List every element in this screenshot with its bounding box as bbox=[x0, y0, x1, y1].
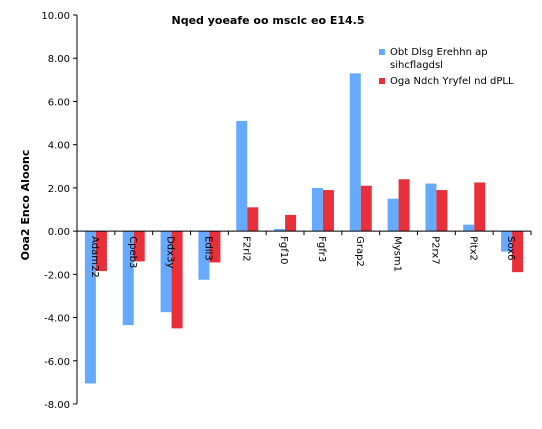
y-tick-label: 6.00 bbox=[48, 97, 70, 108]
y-tick-label: 10.00 bbox=[41, 11, 70, 22]
bar-cpeb3-series-1 bbox=[122, 231, 134, 326]
y-axis: 10.00 8.00 6.00 4.00 2.00 0.00 -2.00 -4.00 -6.00… bbox=[41, 11, 78, 411]
bar-edil3-series-1 bbox=[198, 231, 210, 280]
legend-swatch-series-2 bbox=[379, 78, 385, 84]
x-tick-label: Fgf10 bbox=[278, 236, 289, 264]
bar-grap2-series-1 bbox=[349, 73, 361, 232]
bar-ddx3y-series-2 bbox=[171, 231, 183, 329]
x-tick-label: F2rl2 bbox=[240, 236, 251, 261]
bar-edil3-series-2 bbox=[209, 231, 221, 263]
legend-label-series-1: Obt Dlsg Erehhn ap bbox=[390, 47, 488, 58]
bar-grap2-series-2 bbox=[360, 185, 372, 232]
x-tick-label: Fgfr3 bbox=[316, 236, 327, 262]
x-tick-label: Ddx3y bbox=[165, 236, 176, 268]
bar-f2rl2-series-1 bbox=[236, 120, 248, 232]
bar-adam22-series-2 bbox=[95, 231, 107, 272]
x-axis: Adam22 Cpeb3 Ddx3y Edil3 F2rl2 Fgf10 Fgfr3 Grap… bbox=[76, 230, 532, 278]
bar-f2rl2-series-2 bbox=[247, 207, 259, 232]
bar-ddx3y-series-1 bbox=[160, 231, 172, 313]
legend-swatch-series-1 bbox=[379, 49, 385, 55]
bars bbox=[84, 73, 524, 384]
y-tick-label: 0.00 bbox=[48, 227, 70, 238]
y-tick-label: 4.00 bbox=[48, 141, 70, 152]
bar-fgf10-series-2 bbox=[285, 214, 297, 232]
bar-fgf10-series-1 bbox=[274, 228, 286, 232]
y-tick-label: 8.00 bbox=[48, 54, 70, 65]
x-tick-label: Grap2 bbox=[354, 236, 365, 267]
bar-pitx2-series-2 bbox=[474, 182, 486, 232]
x-tick-label: P2rx7 bbox=[429, 236, 440, 265]
y-axis-label: Ooa2 Enco Aloonc bbox=[19, 150, 32, 261]
bar-adam22-series-1 bbox=[84, 231, 96, 384]
y-tick-label: 2.00 bbox=[48, 184, 70, 195]
x-tick-label: Adam22 bbox=[89, 236, 100, 278]
chart-title: Nqed yoeafe oo msclc eo E14.5 bbox=[171, 14, 364, 27]
x-tick-label: Sox6 bbox=[505, 236, 516, 260]
bar-mysm1-series-1 bbox=[387, 198, 399, 232]
x-tick-label: Pitx2 bbox=[467, 236, 478, 261]
legend-label-series-2: Oga Ndch Yryfel nd dPLL bbox=[390, 76, 514, 87]
legend: Obt Dlsg Erehhn ap sihcflagdsl Oga Ndch Yr… bbox=[379, 47, 514, 87]
legend-label-series-1: sihcflagdsl bbox=[390, 60, 443, 71]
y-tick-label: -4.00 bbox=[44, 314, 70, 325]
bar-p2rx7-series-1 bbox=[425, 183, 437, 232]
bar-p2rx7-series-2 bbox=[436, 190, 448, 232]
bar-pitx2-series-1 bbox=[463, 224, 475, 232]
bar-cpeb3-series-2 bbox=[133, 231, 145, 262]
bar-fgfr3-series-1 bbox=[311, 187, 323, 232]
x-tick-label: Mysm1 bbox=[392, 236, 403, 272]
x-tick-label: Cpeb3 bbox=[127, 236, 138, 268]
bar-sox6-series-2 bbox=[512, 231, 524, 273]
y-tick-label: -2.00 bbox=[44, 270, 70, 281]
y-tick-label: -8.00 bbox=[44, 400, 70, 411]
y-tick-label: -6.00 bbox=[44, 357, 70, 368]
bar-fgfr3-series-2 bbox=[322, 190, 334, 232]
bar-mysm1-series-2 bbox=[398, 179, 410, 232]
x-tick-label: Edil3 bbox=[202, 236, 213, 261]
bar-sox6-series-1 bbox=[501, 231, 513, 252]
